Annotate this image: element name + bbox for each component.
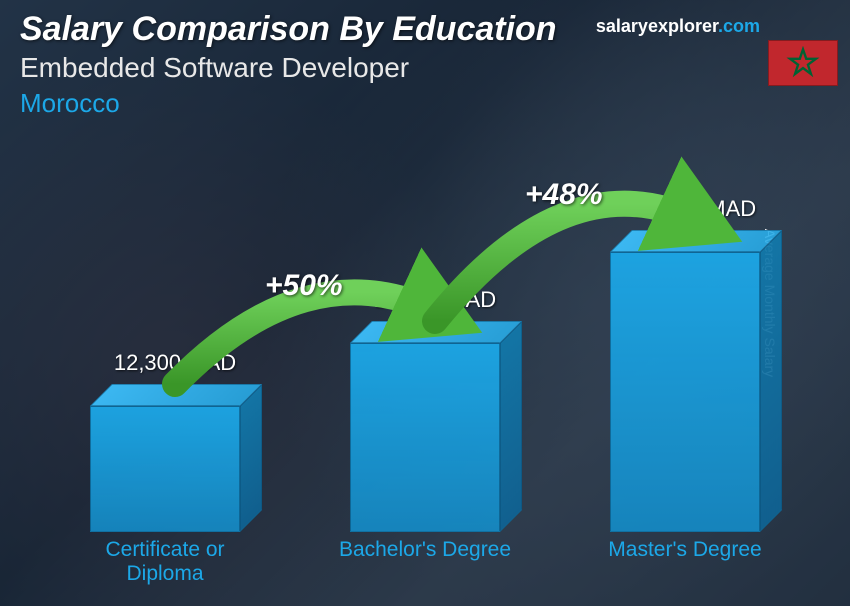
bar: 12,300 MADCertificate or Diploma [90,406,240,532]
bar-value: 12,300 MAD [75,350,275,376]
percent-increase: +50% [265,269,343,303]
morocco-flag-icon [768,40,838,86]
bar-side [760,230,782,532]
bar-front [350,343,500,532]
brand-logo: salaryexplorer.com [596,16,760,37]
bar-value: 18,400 MAD [335,287,535,313]
bar-side [500,321,522,532]
bar-chart: 12,300 MADCertificate or Diploma18,400 M… [40,130,790,590]
bar-value: 27,300 MAD [595,196,795,222]
job-title: Embedded Software Developer [20,52,409,84]
bar-label: Bachelor's Degree [335,538,515,562]
bar: 18,400 MADBachelor's Degree [350,343,500,532]
infographic-container: Salary Comparison By Education Embedded … [0,0,850,606]
bar-top [350,321,522,343]
page-title: Salary Comparison By Education [20,10,557,49]
bar-front [90,406,240,532]
bar-front [610,252,760,532]
bar-label: Master's Degree [595,538,775,562]
percent-increase: +48% [525,178,603,212]
bar: 27,300 MADMaster's Degree [610,252,760,532]
bar-top [610,230,782,252]
brand-main: salaryexplorer [596,16,718,36]
bar-label: Certificate or Diploma [75,538,255,586]
bar-side [240,384,262,532]
country-label: Morocco [20,88,120,119]
brand-suffix: .com [718,16,760,36]
bar-top [90,384,262,406]
